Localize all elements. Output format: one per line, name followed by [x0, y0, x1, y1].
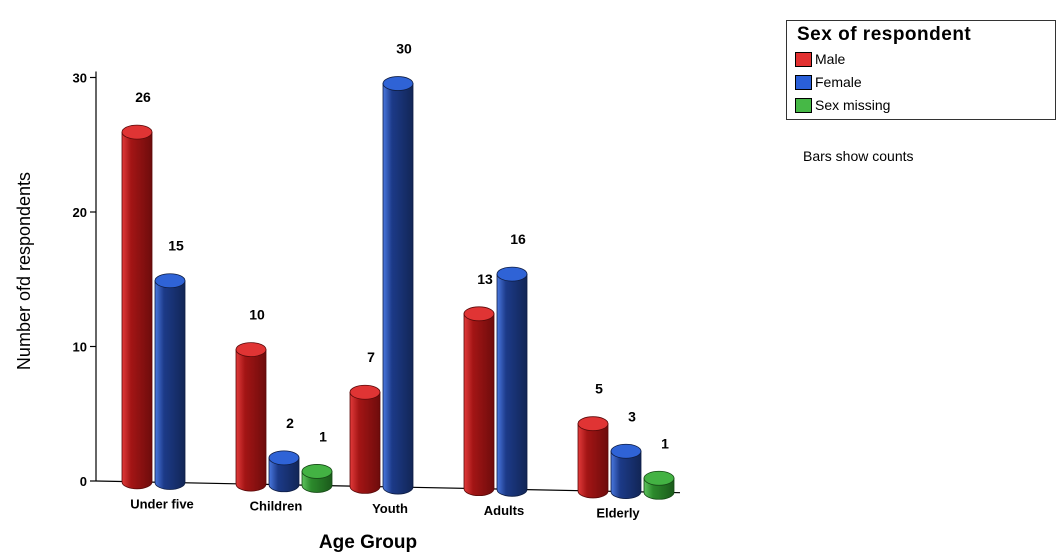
data-label: 5 — [595, 381, 603, 397]
x-tick-label: Under five — [130, 496, 194, 511]
bar-top — [268, 450, 300, 466]
legend-item-sex-missing: Sex missing — [795, 94, 890, 116]
x-tick-label: Elderly — [596, 505, 640, 520]
data-label: 10 — [249, 307, 265, 323]
bar-male — [349, 391, 381, 494]
x-tick-label: Children — [250, 499, 303, 514]
legend-item-female: Female — [795, 71, 862, 93]
y-tick-label: 20 — [73, 205, 87, 220]
data-label: 13 — [477, 271, 493, 287]
bar-top — [382, 76, 414, 91]
data-label: 2 — [286, 415, 294, 431]
legend-swatch-male — [795, 51, 812, 67]
bars — [121, 76, 675, 500]
data-label: 7 — [367, 349, 375, 365]
axes: 0 10 20 30 Under five Children Youth Adults Elde… — [73, 71, 681, 520]
data-label: 1 — [661, 435, 669, 451]
legend-swatch-female — [795, 74, 812, 90]
data-label: 15 — [168, 238, 184, 254]
legend-label-male: Male — [815, 51, 846, 67]
x-tick-label: Youth — [372, 501, 408, 516]
bar-top — [463, 306, 495, 322]
bar-top — [610, 443, 642, 459]
bar-male — [121, 131, 153, 490]
data-label: 26 — [135, 89, 151, 105]
data-label: 1 — [319, 428, 327, 444]
bar-male — [235, 349, 267, 492]
y-tick-label: 10 — [73, 340, 87, 355]
data-label: 3 — [628, 408, 636, 424]
legend-label-sex-missing: Sex missing — [815, 97, 891, 113]
x-tick-label: Adults — [484, 503, 524, 518]
bar-male — [577, 423, 609, 499]
bar-top — [154, 273, 186, 289]
legend-item-male: Male — [795, 48, 845, 70]
bar-female — [154, 280, 186, 490]
data-label: 30 — [396, 41, 412, 57]
bar-top — [643, 470, 675, 486]
chart-note: Bars show counts — [803, 148, 914, 164]
y-tick-label: 30 — [73, 71, 87, 86]
bar-female — [382, 83, 414, 495]
bar-top — [577, 416, 609, 432]
bar-top — [235, 342, 267, 358]
bar-top — [121, 124, 153, 140]
bar-female — [610, 450, 642, 499]
bar-female — [496, 273, 528, 497]
data-label: 16 — [510, 231, 526, 247]
data-labels: 26 10 7 13 5 15 2 30 16 3 1 1 — [135, 41, 669, 452]
bar-top — [496, 266, 528, 282]
legend-swatch-sex-missing — [795, 97, 812, 113]
bar-female — [268, 457, 300, 493]
bar-male — [463, 313, 495, 497]
legend-label-female: Female — [815, 74, 862, 90]
x-axis-label: Age Group — [319, 532, 417, 553]
legend: Sex of respondent Male Female Sex missin… — [786, 20, 1056, 120]
y-tick-label: 0 — [80, 474, 87, 489]
bar-top — [301, 464, 333, 479]
y-axis-label: Number ofd respondents — [14, 172, 34, 370]
bar-top — [349, 384, 381, 400]
legend-title: Sex of respondent — [797, 24, 972, 45]
